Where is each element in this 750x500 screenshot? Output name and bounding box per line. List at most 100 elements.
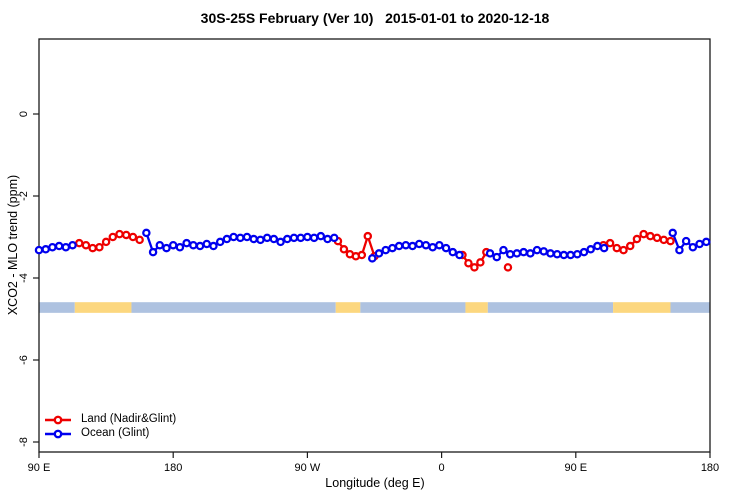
plot-border: [38, 38, 711, 453]
data-point-ocean: [492, 252, 502, 262]
data-point-ocean: [162, 243, 171, 253]
data-point-ocean: [374, 249, 384, 258]
data-point-ocean: [289, 233, 299, 243]
data-point-ocean: [675, 245, 684, 255]
data-point-land: [95, 242, 104, 252]
data-point-ocean: [388, 243, 397, 253]
y-tick-label: -8: [18, 437, 30, 447]
data-point-ocean: [368, 254, 377, 263]
data-point-land: [75, 238, 84, 248]
surface-band-ocean: [131, 302, 336, 313]
land-legend-symbol: [45, 415, 71, 424]
data-point-ocean: [414, 239, 424, 249]
data-point-ocean: [566, 250, 575, 260]
legend: Land (Nadir&Glint) Ocean (Glint): [44, 413, 176, 440]
data-point-ocean: [175, 242, 185, 252]
data-point-ocean: [448, 247, 458, 257]
surface-band-ocean: [360, 302, 466, 313]
data-point-ocean: [428, 242, 437, 252]
data-point-land: [625, 241, 635, 251]
data-point-ocean: [269, 234, 279, 244]
data-point-land: [666, 236, 675, 246]
data-point-ocean: [579, 247, 589, 257]
data-point-land: [605, 238, 615, 248]
data-point-ocean: [276, 237, 285, 247]
data-point-ocean: [695, 239, 704, 249]
data-point-land: [632, 234, 642, 244]
data-point-ocean: [262, 233, 272, 243]
data-point-ocean: [668, 228, 677, 238]
data-point-ocean: [381, 245, 390, 255]
ocean-legend-symbol: [45, 429, 71, 438]
surface-band-ocean: [487, 302, 614, 313]
data-point-ocean: [195, 241, 205, 251]
data-point-land: [108, 232, 118, 242]
data-point-ocean: [209, 241, 218, 251]
data-point-ocean: [421, 240, 431, 250]
x-tick-label: 90 E: [564, 462, 587, 474]
data-point-ocean: [441, 243, 451, 253]
data-point-ocean: [394, 241, 404, 251]
data-point-ocean: [455, 250, 464, 260]
data-point-land: [339, 245, 349, 254]
surface-band-land: [613, 302, 671, 313]
data-point-land: [81, 240, 91, 250]
y-tick-label: -2: [18, 191, 30, 201]
data-point-ocean: [222, 234, 232, 244]
data-point-land: [652, 233, 662, 243]
data-point-ocean: [155, 240, 165, 250]
data-point-ocean: [505, 249, 515, 259]
data-point-ocean: [408, 241, 417, 251]
data-point-ocean: [539, 247, 548, 256]
data-point-ocean: [401, 240, 411, 250]
surface-band-ocean: [39, 302, 75, 313]
data-point-ocean: [215, 237, 225, 247]
data-point-ocean: [61, 242, 71, 252]
data-point-ocean: [68, 240, 77, 250]
data-point-ocean: [593, 241, 602, 251]
data-point-land: [464, 258, 473, 268]
y-tick-label: 0: [18, 111, 30, 117]
data-point-ocean: [573, 249, 582, 259]
data-point-ocean: [552, 249, 562, 259]
data-point-land: [363, 231, 373, 241]
legend-row-land: Land (Nadir&Glint): [44, 413, 176, 426]
data-point-ocean: [559, 250, 569, 260]
data-point-ocean: [54, 241, 64, 251]
data-point-ocean: [316, 231, 326, 241]
data-point-ocean: [229, 232, 238, 242]
data-point-land: [646, 231, 655, 241]
data-point-land: [128, 232, 138, 242]
data-point-ocean: [189, 240, 198, 250]
data-point-ocean: [688, 242, 698, 252]
data-point-land: [503, 263, 513, 272]
data-point-land: [357, 250, 367, 260]
surface-band-ocean: [670, 302, 710, 313]
data-point-ocean: [681, 236, 691, 246]
data-point-ocean: [283, 234, 292, 244]
legend-label-land: Land (Nadir&Glint): [81, 413, 177, 425]
data-point-ocean: [41, 245, 50, 254]
x-tick-label: 180: [164, 462, 182, 474]
data-point-ocean: [202, 239, 211, 249]
data-point-land: [121, 230, 131, 240]
data-point-ocean: [182, 238, 191, 248]
data-point-land: [470, 263, 479, 272]
x-axis-label: Longitude (deg E): [325, 476, 425, 490]
data-point-land: [101, 237, 111, 247]
data-point-ocean: [586, 245, 595, 254]
data-point-ocean: [519, 247, 528, 257]
data-point-ocean: [34, 245, 44, 255]
data-point-land: [639, 229, 648, 239]
data-point-ocean: [435, 240, 444, 250]
data-point-ocean: [599, 243, 609, 253]
data-point-ocean: [499, 245, 508, 255]
data-point-ocean: [329, 233, 339, 243]
data-point-ocean: [236, 233, 245, 243]
data-point-land: [659, 235, 669, 245]
x-tick-label: 180: [701, 462, 719, 474]
surface-band-land: [74, 302, 132, 313]
data-point-ocean: [48, 242, 57, 252]
